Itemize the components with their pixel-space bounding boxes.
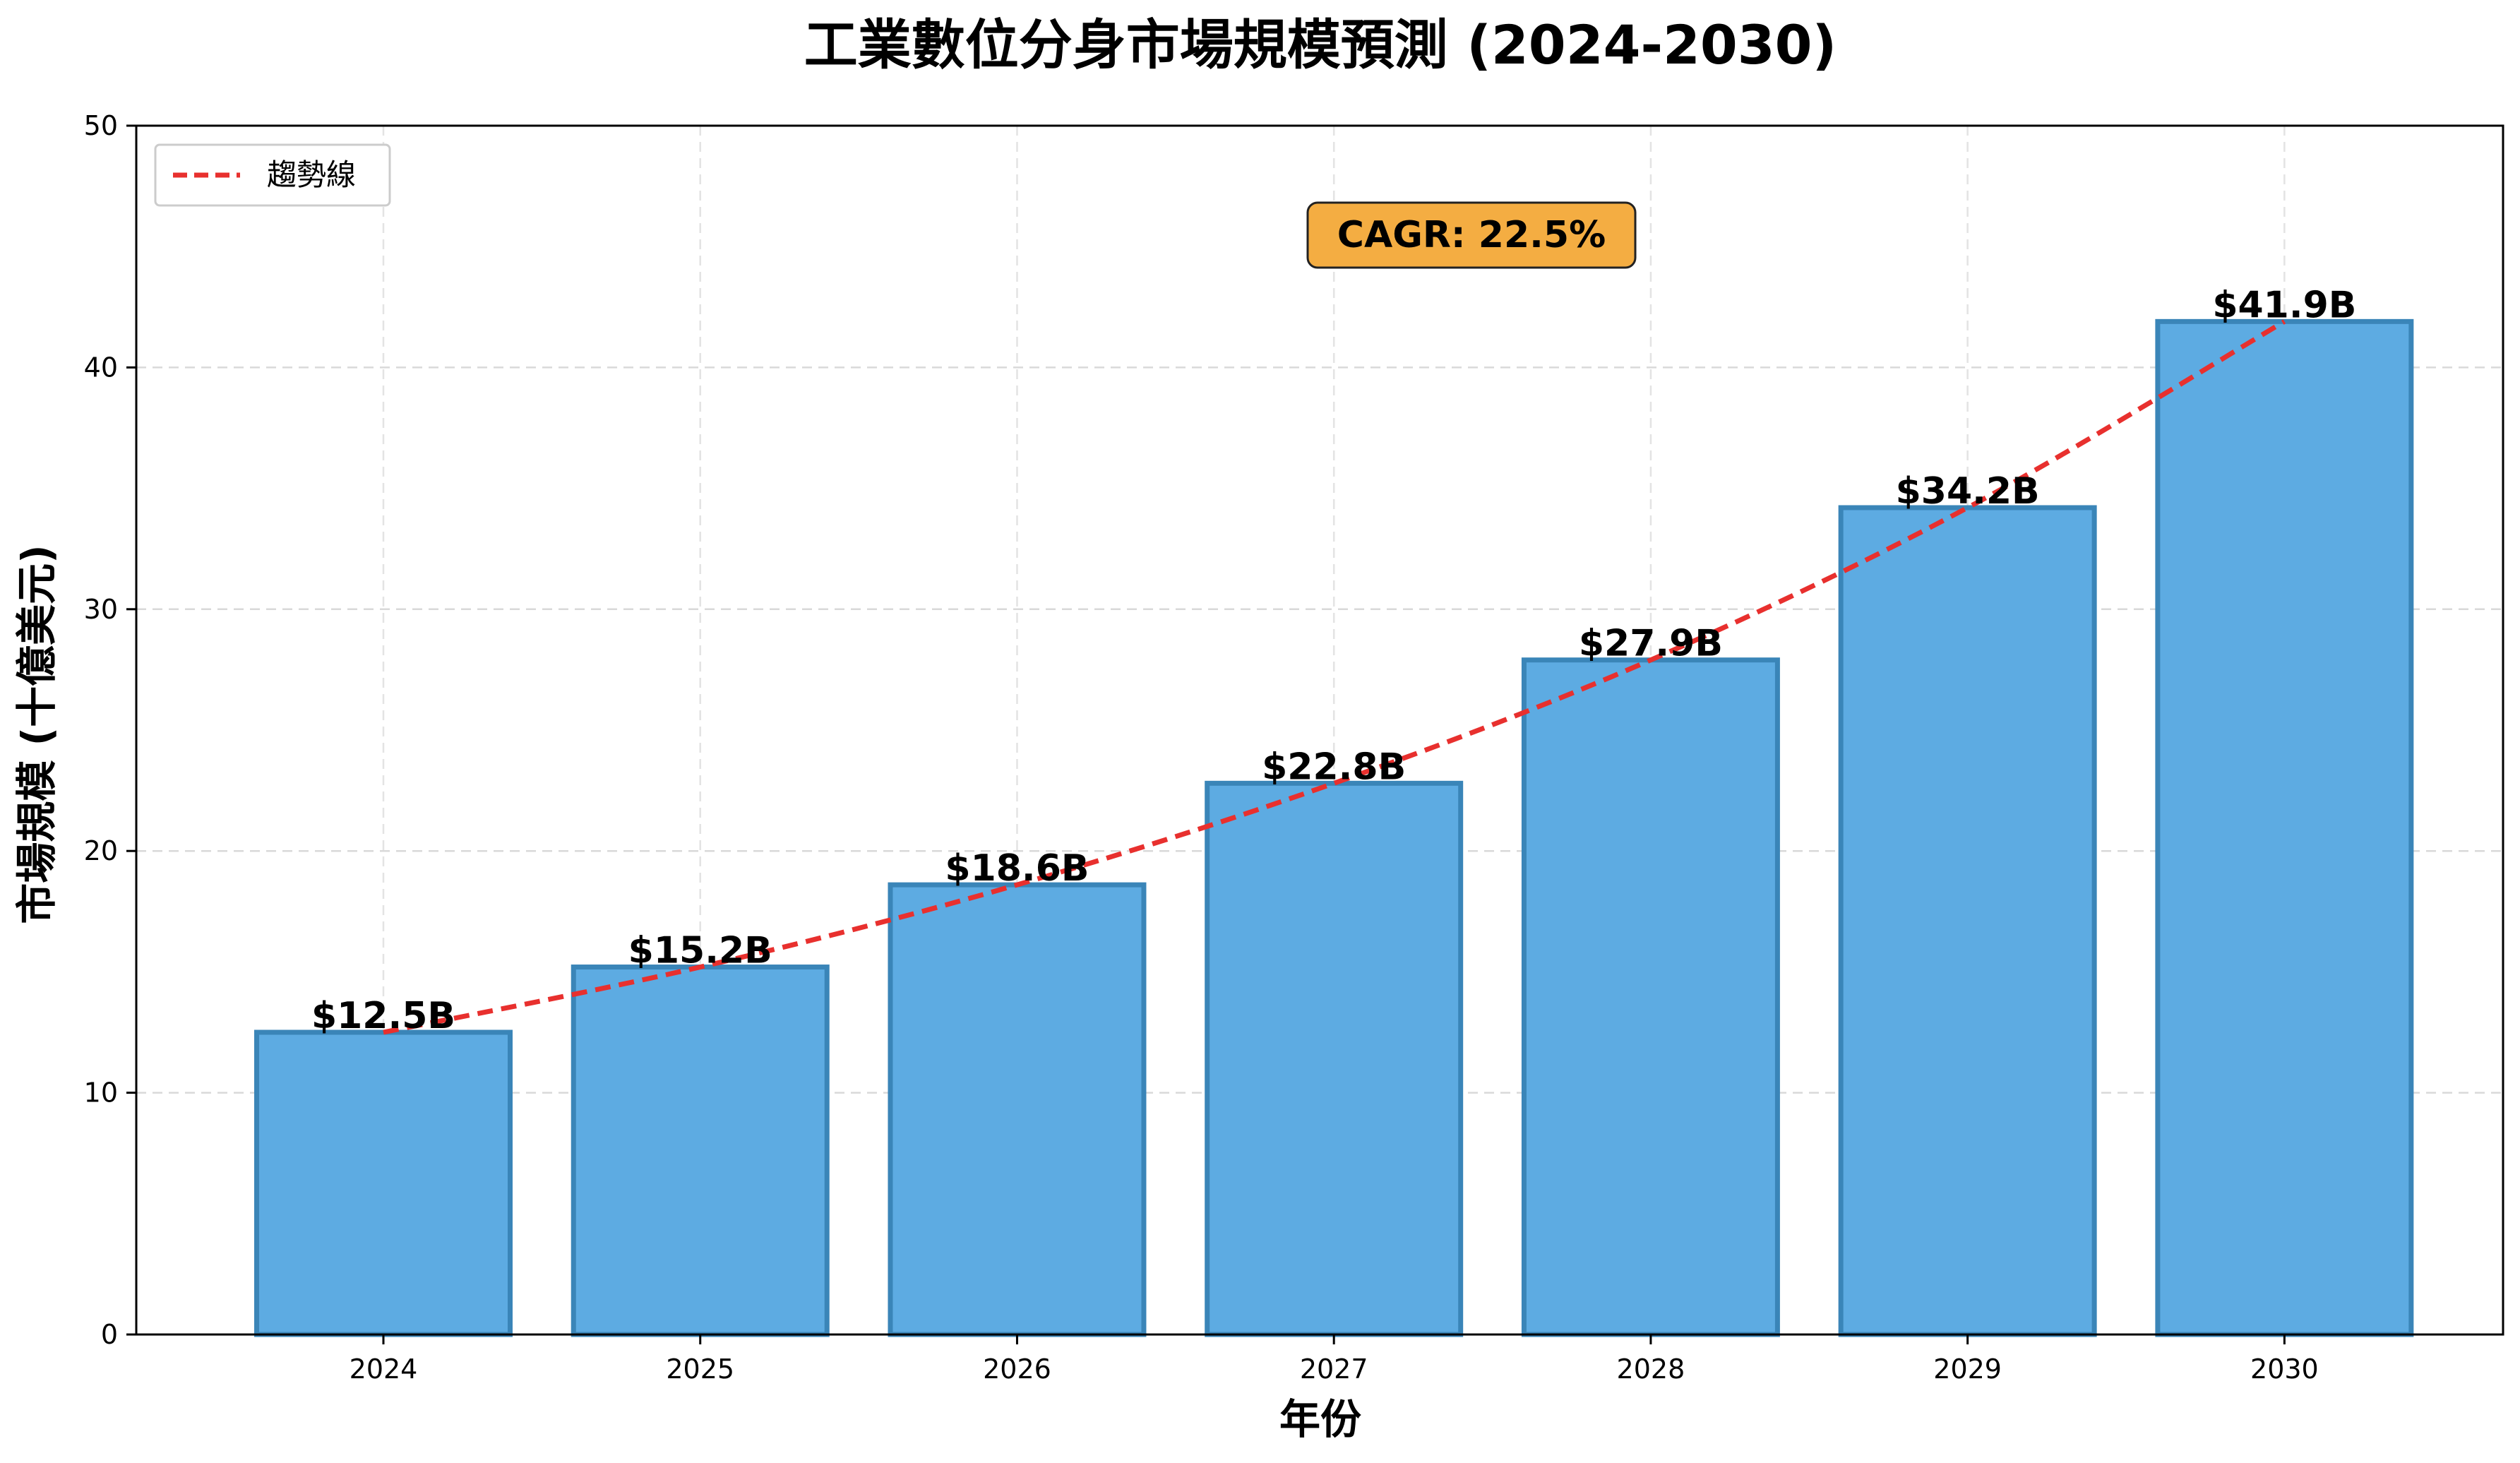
legend-box [154, 143, 391, 207]
x-tick-label-2025: 2025 [666, 1354, 734, 1385]
chart-title: 工業數位分身市場規模預測 (2024-2030) [804, 13, 1837, 76]
data-labels: $12.5B $15.2B $18.6B $22.8B $27.9B $34.2B $41.… [311, 284, 2356, 1037]
legend-entry-trend: 趨勢線 [267, 157, 356, 192]
data-label-2025: $15.2B [628, 930, 772, 972]
x-tick-label-2030: 2030 [2250, 1354, 2319, 1385]
bar-2026 [888, 882, 1147, 1337]
y-tick-label-0: 0 [101, 1319, 118, 1350]
data-label-2024: $12.5B [311, 995, 455, 1037]
x-tick-label-2029: 2029 [1933, 1354, 2002, 1385]
bars [254, 318, 2414, 1337]
data-label-2026: $18.6B [945, 847, 1089, 890]
cagr-text: CAGR: 22.5% [1337, 214, 1606, 256]
x-tick-label-2026: 2026 [983, 1354, 1051, 1385]
bar-2029 [1838, 505, 2097, 1337]
cagr-box [1306, 201, 1637, 269]
plot-frame [135, 124, 2504, 1336]
trend-line [383, 319, 2286, 1035]
x-axis-label: 年份 [1279, 1395, 1361, 1443]
x-tick-label-2027: 2027 [1300, 1354, 1368, 1385]
bar-2024 [254, 1029, 513, 1337]
axes [126, 124, 2504, 1344]
y-tick-label-40: 40 [84, 352, 118, 383]
data-label-2027: $22.8B [1262, 746, 1406, 788]
trend-line-group [383, 319, 2286, 1035]
data-label-2028: $27.9B [1579, 623, 1723, 665]
bar-2025 [571, 965, 830, 1337]
bar-2027 [1205, 780, 1464, 1337]
legend: 趨勢線 [154, 143, 391, 207]
cagr-annotation: CAGR: 22.5% [1306, 201, 1637, 269]
x-tick-label-2028: 2028 [1617, 1354, 1685, 1385]
y-axis-label: 市場規模 (十億美元) [13, 544, 61, 924]
y-tick-label-20: 20 [84, 835, 118, 866]
y-tick-label-30: 30 [84, 594, 118, 625]
data-label-2029: $34.2B [1896, 470, 2040, 513]
y-tick-label-10: 10 [84, 1077, 118, 1109]
y-tick-label-50: 50 [84, 110, 118, 141]
bar-2030 [2155, 318, 2414, 1337]
data-label-2030: $41.9B [2212, 284, 2356, 326]
x-tick-label-2024: 2024 [350, 1354, 418, 1385]
bar-2028 [1521, 657, 1780, 1337]
